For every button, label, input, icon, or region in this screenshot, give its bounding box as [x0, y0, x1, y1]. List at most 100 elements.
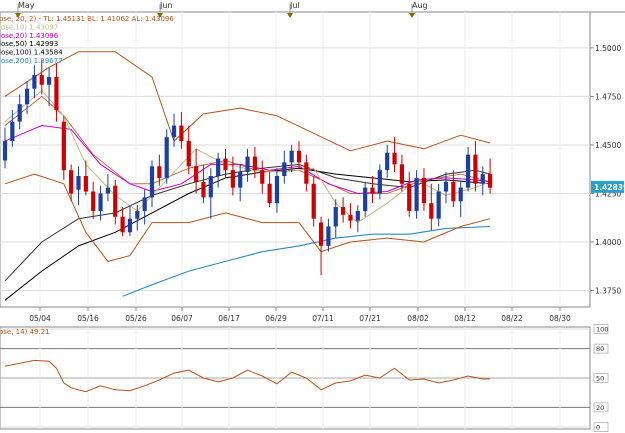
rsi-tick-box — [593, 343, 609, 354]
candle-body — [164, 137, 169, 178]
rsi-tick-label: 20 — [596, 404, 604, 412]
candle-body — [194, 166, 199, 182]
candle — [473, 141, 478, 192]
month-marker-may — [15, 13, 21, 18]
candle — [436, 183, 441, 227]
month-label-jun: Jun — [159, 1, 173, 10]
bollinger-lower-line — [4, 173, 491, 262]
candle-body — [238, 172, 243, 188]
candle-body — [91, 191, 96, 211]
rsi-tick-box — [593, 402, 609, 413]
candle — [458, 181, 463, 217]
x-tick-label: 07/11 — [312, 314, 334, 323]
x-tick-label: 06/07 — [171, 314, 193, 323]
candle — [385, 144, 390, 178]
legend-entry: lose,50) 1.42993 — [0, 40, 58, 48]
candle — [304, 154, 309, 192]
month-label-jul: Jul — [289, 1, 300, 10]
candle-body — [83, 175, 88, 192]
candle-body — [341, 207, 346, 215]
candle — [83, 160, 88, 196]
candles-layer — [2, 59, 493, 275]
candle-body — [32, 75, 37, 89]
candle-body — [458, 187, 463, 202]
candle-body — [488, 174, 493, 188]
candle — [127, 205, 133, 237]
candle — [98, 185, 103, 221]
candle — [39, 59, 44, 95]
candle — [311, 175, 316, 227]
candle-body — [157, 166, 162, 178]
candle — [208, 168, 213, 219]
candle-body — [311, 183, 316, 219]
candle — [252, 146, 257, 178]
candle-body — [171, 125, 177, 138]
axis-layer: May Jun Jul Aug 1.5000 1.4750 1.4500 1.4250 1.40… — [15, 1, 625, 432]
candle — [238, 164, 243, 202]
bollinger-upper-line — [4, 51, 491, 152]
y-tick-label: 1.3750 — [595, 287, 621, 296]
candle-body — [24, 88, 30, 105]
candle-body — [421, 177, 427, 204]
candle — [47, 67, 52, 107]
grid-layer — [0, 11, 625, 430]
candle-body — [120, 216, 125, 233]
candle-body — [179, 125, 184, 142]
candle-body — [39, 75, 44, 85]
y-tick-label: 1.4750 — [595, 92, 621, 101]
candle — [142, 189, 147, 225]
candle — [179, 111, 184, 149]
candle-body — [252, 156, 257, 171]
rsi-tick-label: 0 — [596, 424, 600, 432]
x-tick-label: 08/22 — [501, 314, 523, 323]
candle — [2, 127, 8, 169]
rsi-line — [4, 359, 491, 393]
candle — [443, 172, 449, 204]
candle — [392, 137, 397, 173]
x-tick-label: 06/29 — [265, 314, 287, 323]
candle-body — [260, 170, 265, 184]
x-tick-label: 05/16 — [77, 314, 99, 323]
candle — [135, 205, 140, 231]
candle-body — [318, 222, 324, 246]
candle — [377, 164, 382, 200]
candle-body — [69, 170, 74, 194]
candle — [465, 146, 471, 192]
y-tick-label: 1.4000 — [595, 238, 621, 247]
candle-body — [76, 175, 81, 190]
candle-body — [282, 162, 287, 176]
candle — [157, 154, 162, 186]
x-tick-label: 05/04 — [29, 314, 51, 323]
candle-body — [414, 177, 419, 211]
candle-body — [149, 166, 155, 198]
candle — [399, 154, 404, 192]
candle — [407, 172, 412, 217]
candle-body — [245, 156, 250, 173]
candle — [260, 160, 265, 194]
candle — [414, 170, 419, 219]
candle — [216, 152, 221, 188]
rsi-tick-label: 100 — [596, 326, 608, 334]
candle — [149, 160, 155, 208]
candle-body — [436, 191, 441, 219]
last-price-label: 1.42839 — [594, 183, 625, 192]
month-marker-jun — [157, 13, 163, 18]
candle-body — [443, 181, 449, 192]
candle — [24, 80, 30, 114]
candle — [370, 175, 375, 204]
candle-body — [370, 187, 375, 194]
candle-body — [186, 141, 191, 167]
bollinger-middle-line — [4, 96, 491, 194]
candle-body — [355, 210, 360, 221]
candle-body — [201, 181, 206, 198]
candle-body — [363, 187, 368, 211]
rsi-label: ose, 14) 49.21 — [0, 328, 50, 336]
candle — [171, 113, 177, 147]
candle — [69, 164, 74, 202]
rsi-tick-box — [593, 324, 609, 334]
x-tick-label: 06/17 — [218, 314, 240, 323]
x-tick-label: 08/30 — [549, 314, 571, 323]
rsi-tick-label: 80 — [596, 345, 604, 353]
rsi-tick-box — [593, 373, 609, 383]
